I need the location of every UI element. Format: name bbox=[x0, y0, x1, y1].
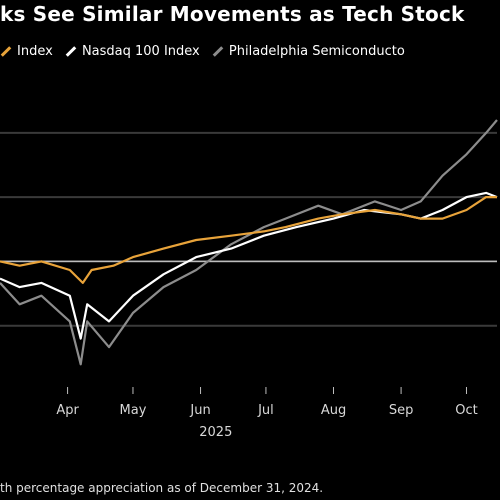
legend-item-index: Index bbox=[0, 44, 53, 59]
legend-label-semiconductor: Philadelphia Semiconducto bbox=[228, 44, 405, 59]
x-tick-label-6: Oct bbox=[455, 403, 477, 418]
x-tick-label-2: Jun bbox=[189, 403, 210, 418]
x-tick-label-3: Jul bbox=[257, 403, 274, 418]
chart-title: ks See Similar Movements as Tech Stock bbox=[0, 2, 465, 26]
series-line-0 bbox=[0, 196, 497, 284]
legend-item-nasdaq: Nasdaq 100 Index bbox=[65, 44, 200, 59]
series-lines bbox=[0, 119, 498, 366]
chart-legend: Index Nasdaq 100 Index Philadelphia Semi… bbox=[0, 42, 500, 59]
x-tick-label-0: Apr bbox=[56, 403, 79, 418]
gridlines bbox=[0, 131, 497, 327]
series-line-1 bbox=[0, 191, 498, 340]
x-tick-label-5: Sep bbox=[389, 403, 414, 418]
x-axis: Apr May Jun Jul Aug Sep Oct 2025 bbox=[56, 387, 478, 440]
legend-item-semiconductor: Philadelphia Semiconducto bbox=[212, 44, 405, 59]
chart-footnote: th percentage appreciation as of Decembe… bbox=[0, 481, 324, 495]
x-tick-label-1: May bbox=[120, 403, 147, 418]
legend-label-nasdaq: Nasdaq 100 Index bbox=[81, 44, 200, 59]
x-tick-label-4: Aug bbox=[321, 403, 346, 418]
x-year-label: 2025 bbox=[199, 425, 232, 440]
legend-label-index: Index bbox=[17, 44, 53, 59]
series-line-2 bbox=[0, 119, 498, 366]
